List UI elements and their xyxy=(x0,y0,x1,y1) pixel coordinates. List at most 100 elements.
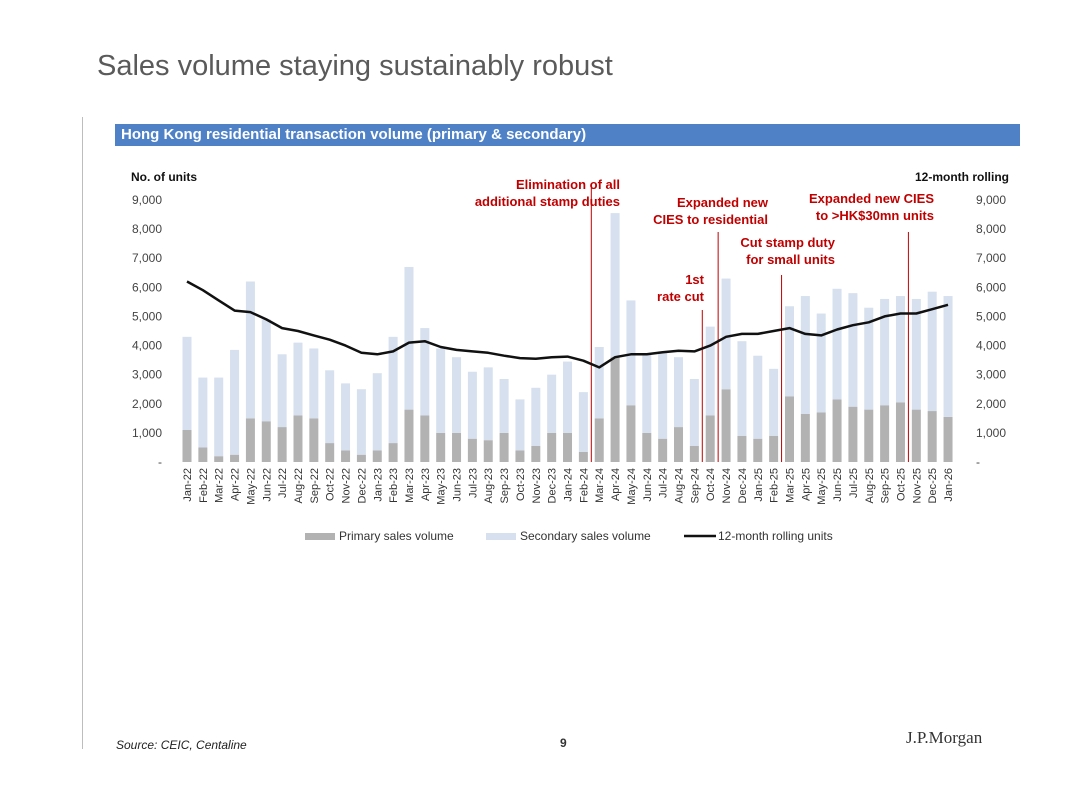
bar-secondary-Aug-22 xyxy=(293,342,303,416)
line-12-month-rolling xyxy=(186,280,949,369)
x-tick-label: Apr-24 xyxy=(610,468,622,501)
bar-primary-Jan-22 xyxy=(182,429,192,462)
y-tick-right: 8,000 xyxy=(976,222,1006,236)
annotation-3: Expanded new CIES to residential xyxy=(653,195,769,227)
bar-secondary-Nov-25 xyxy=(911,298,921,410)
x-tick-label: Nov-25 xyxy=(911,468,923,503)
x-tick-label: Jun-24 xyxy=(642,468,654,502)
x-tick-label: Oct-24 xyxy=(705,468,717,501)
annotation-line-text: for small units xyxy=(746,252,835,267)
bar-primary-Apr-24 xyxy=(610,357,620,462)
annotation-line-text: 1st xyxy=(685,272,704,287)
bar-primary-Aug-24 xyxy=(674,427,684,462)
slide-title: Sales volume staying sustainably robust xyxy=(97,50,613,82)
bar-secondary-May-22 xyxy=(245,281,255,419)
bar-secondary-Jan-24 xyxy=(563,361,573,433)
bar-secondary-Dec-23 xyxy=(547,374,557,433)
x-tick-label: Nov-24 xyxy=(721,468,733,503)
bar-primary-Apr-25 xyxy=(800,413,810,462)
x-tick-label: Jul-24 xyxy=(658,468,670,498)
bar-secondary-Feb-22 xyxy=(198,377,208,448)
y-tick-left: - xyxy=(158,455,162,469)
annotation-1: Elimination of all additional stamp dutie… xyxy=(475,177,620,209)
legend-swatch-primary xyxy=(305,533,335,540)
x-tick-label: Nov-23 xyxy=(531,468,543,503)
x-tick-label: May-22 xyxy=(245,468,257,505)
bar-secondary-Sep-25 xyxy=(880,298,890,406)
x-tick-label: Feb-23 xyxy=(388,468,400,503)
y-tick-right: 2,000 xyxy=(976,397,1006,411)
y-tick-left: 8,000 xyxy=(132,222,162,236)
bar-secondary-Jul-23 xyxy=(467,371,477,439)
bar-primary-Jan-25 xyxy=(753,438,763,462)
bar-secondary-Jul-25 xyxy=(848,293,858,407)
bar-primary-Jul-25 xyxy=(848,406,858,462)
x-tick-label: Apr-23 xyxy=(420,468,432,501)
bar-secondary-Oct-24 xyxy=(705,326,715,416)
x-tick-label: Sep-22 xyxy=(309,468,321,503)
y-tick-right: 4,000 xyxy=(976,339,1006,353)
chart-title: Hong Kong residential transaction volume… xyxy=(121,126,587,143)
x-tick-label: Dec-25 xyxy=(927,468,939,503)
x-tick-label: Mar-22 xyxy=(214,468,226,503)
x-tick-label: Mar-24 xyxy=(594,468,606,503)
bar-secondary-Nov-24 xyxy=(721,278,731,390)
annotation-line-text: additional stamp duties xyxy=(475,194,620,209)
legend-label-secondary: Secondary sales volume xyxy=(520,529,651,543)
annotation-2: 1st rate cut xyxy=(657,272,705,304)
x-tick-label: Oct-22 xyxy=(325,468,337,501)
x-tick-label: Sep-24 xyxy=(689,468,701,503)
y2-axis-label: 12-month rolling xyxy=(915,170,1009,184)
x-tick-label: Oct-25 xyxy=(895,468,907,501)
bar-secondary-Apr-24 xyxy=(610,213,620,358)
y-tick-right: 7,000 xyxy=(976,251,1006,265)
bar-secondary-Jul-22 xyxy=(277,354,287,428)
bar-secondary-Oct-22 xyxy=(325,370,335,444)
bar-primary-Aug-22 xyxy=(293,415,303,462)
bar-secondary-Dec-22 xyxy=(356,389,366,455)
bar-primary-Jan-26 xyxy=(943,416,953,462)
x-tick-label: Jan-22 xyxy=(182,468,194,502)
y-tick-right: 6,000 xyxy=(976,280,1006,294)
x-tick-label: May-23 xyxy=(436,468,448,505)
bar-primary-May-23 xyxy=(436,432,446,462)
bar-secondary-Jun-25 xyxy=(832,288,842,400)
left-divider xyxy=(82,117,83,749)
y-tick-left: 2,000 xyxy=(132,397,162,411)
x-tick-label: Sep-25 xyxy=(880,468,892,503)
bar-secondary-Jun-23 xyxy=(452,357,462,433)
bar-primary-Jun-24 xyxy=(642,432,652,462)
bar-primary-Apr-22 xyxy=(230,454,240,462)
bar-primary-Aug-25 xyxy=(864,409,874,462)
x-tick-label: Jul-23 xyxy=(467,468,479,498)
bar-primary-Sep-25 xyxy=(880,405,890,462)
bar-primary-Apr-23 xyxy=(420,415,430,462)
y-tick-right: 3,000 xyxy=(976,368,1006,382)
bar-secondary-Oct-23 xyxy=(515,399,525,451)
annotation-line-text: rate cut xyxy=(657,289,705,304)
x-tick-label: Mar-25 xyxy=(784,468,796,503)
bar-primary-May-22 xyxy=(245,418,255,462)
x-tick-label: Jun-25 xyxy=(832,468,844,502)
bar-primary-Mar-24 xyxy=(594,418,604,462)
bar-secondary-Nov-23 xyxy=(531,387,541,446)
bar-secondary-Sep-24 xyxy=(689,379,699,446)
legend-label-primary: Primary sales volume xyxy=(339,529,454,543)
bar-secondary-Mar-24 xyxy=(594,347,604,419)
x-tick-label: Sep-23 xyxy=(499,468,511,503)
bar-secondary-Jan-22 xyxy=(182,336,192,430)
annotation-line-text: to >HK$30mn units xyxy=(816,208,934,223)
bar-primary-Mar-23 xyxy=(404,409,414,462)
bar-secondary-Mar-23 xyxy=(404,266,414,410)
bar-primary-May-25 xyxy=(816,412,826,462)
bar-primary-Jan-23 xyxy=(372,450,382,462)
bar-secondary-Apr-23 xyxy=(420,328,430,416)
bar-secondary-Apr-22 xyxy=(230,349,240,455)
annotation-line-text: Elimination of all xyxy=(516,177,620,192)
bar-primary-Dec-25 xyxy=(927,411,937,462)
bar-secondary-Dec-24 xyxy=(737,341,747,436)
x-tick-label: Oct-23 xyxy=(515,468,527,501)
annotation-line-text: CIES to residential xyxy=(653,212,768,227)
bar-primary-Sep-22 xyxy=(309,418,319,462)
